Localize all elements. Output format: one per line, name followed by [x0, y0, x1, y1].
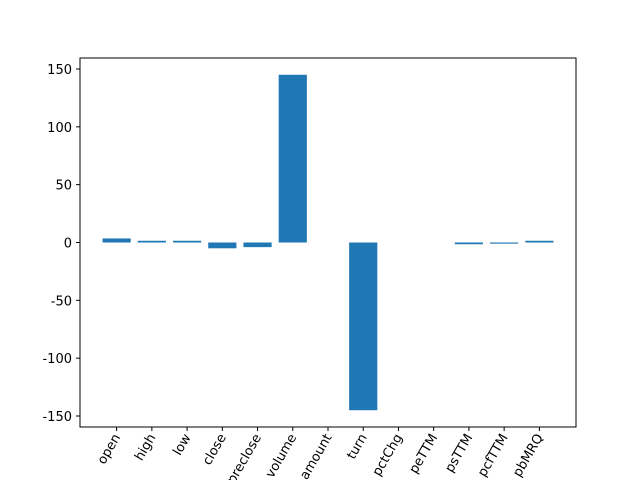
x-tick-label: pbMRQ — [510, 432, 546, 480]
bar — [102, 238, 131, 243]
bar — [525, 240, 554, 243]
bar — [490, 242, 519, 244]
x-tick-label: volume — [263, 432, 300, 480]
y-tick-label: -150 — [42, 410, 72, 425]
x-tick-label: turn — [344, 432, 370, 463]
y-tick-label: 0 — [64, 237, 72, 252]
bar — [278, 74, 307, 243]
bar — [173, 240, 202, 243]
y-tick-label: 100 — [47, 121, 72, 136]
x-tick-label: pcfTTM — [475, 432, 511, 480]
y-tick-label: -50 — [51, 294, 72, 309]
x-tick-label: peTTM — [407, 432, 442, 477]
y-tick-label: 150 — [47, 63, 72, 78]
y-tick-label: -100 — [42, 352, 72, 367]
x-tick-label: low — [170, 431, 194, 458]
x-tick-label: psTTM — [442, 431, 476, 475]
bar — [137, 240, 166, 243]
x-tick-label: close — [200, 431, 230, 467]
bar — [208, 242, 237, 249]
x-tick-label: pctChg — [370, 432, 406, 479]
x-tick-label: high — [132, 432, 159, 464]
bar — [349, 242, 378, 411]
y-tick-label: 50 — [55, 179, 72, 194]
bar — [243, 242, 272, 248]
x-tick-label: open — [95, 432, 124, 468]
x-tick-label: amount — [297, 432, 335, 480]
bar — [454, 242, 483, 245]
x-tick-label: preclose — [225, 432, 265, 480]
